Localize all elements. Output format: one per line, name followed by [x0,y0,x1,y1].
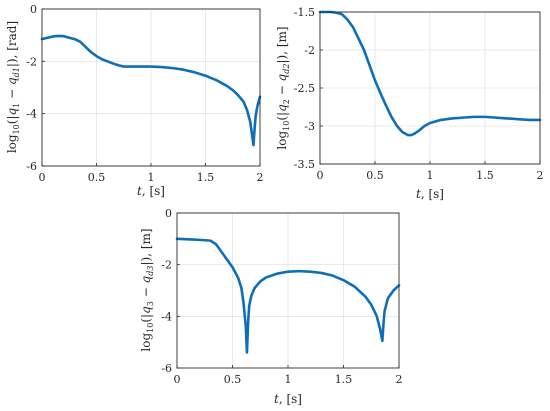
x-tick-label: 1.5 [476,169,494,182]
y-tick-label: -6 [26,160,37,173]
plot-border [319,11,541,165]
plot-border [176,212,400,369]
x-tick-label: 0.5 [366,169,384,182]
y-tick-label: -2 [304,44,315,57]
x-tick-label: 2 [537,169,544,182]
y-tick-label: -3 [304,120,315,133]
x-tick-label: 1 [285,373,292,386]
chart-q3-error: 0 0.5 1 1.5 2 0 -2 -4 -6 t, [s] log10(|q3 − qd3|… [139,207,403,406]
ticks: 0 0.5 1 1.5 2 0 -2 -4 -6 [161,207,402,386]
x-tick-label: 0 [317,169,324,182]
x-axis-label: t, [s] [416,187,444,201]
y-tick-label: -4 [161,310,172,323]
x-tick-label: 2 [396,373,403,386]
chart-q2-error: 0 0.5 1 1.5 2 -1.5 -2 -2.5 -3 -3.5 t, [s] log10(|… [275,6,544,201]
series-line [40,34,262,147]
series-line [318,10,542,137]
x-axis-label: t, [s] [137,184,165,198]
y-tick-label: 0 [30,3,37,16]
y-tick-label: 0 [165,207,172,220]
y-tick-label: -4 [26,108,37,121]
y-tick-label: -2 [26,55,37,68]
y-tick-label: -2 [161,259,172,272]
y-tick-label: -6 [161,362,172,375]
y-axis-label: log10(|q3 − qd3|), [m] [139,228,155,351]
x-axis-label: t, [s] [274,392,302,406]
ticks: 0 0.5 1 1.5 2 -1.5 -2 -2.5 -3 -3.5 [294,6,544,182]
plot-border [41,8,261,167]
x-tick-label: 0 [39,171,46,184]
x-tick-label: 0.5 [88,171,106,184]
y-tick-label: -1.5 [294,6,315,19]
series-line [175,237,401,354]
x-tick-label: 0 [174,373,181,386]
chart-q1-error: 0 0.5 1 1.5 2 0 -2 -4 -6 t, [s] log10(|q1 − qd1|… [5,3,264,198]
x-tick-label: 2 [257,171,264,184]
y-axis-label: log10(|q2 − qd2|), [m] [275,26,291,149]
x-tick-label: 1 [148,171,155,184]
y-tick-label: -2.5 [294,82,315,95]
x-tick-label: 1.5 [197,171,215,184]
x-tick-label: 0.5 [224,373,242,386]
y-tick-label: -3.5 [294,158,315,171]
x-tick-label: 1.5 [335,373,353,386]
x-tick-label: 1 [427,169,434,182]
y-axis-label: log10(|q1 − qd1|), [rad] [5,21,21,153]
